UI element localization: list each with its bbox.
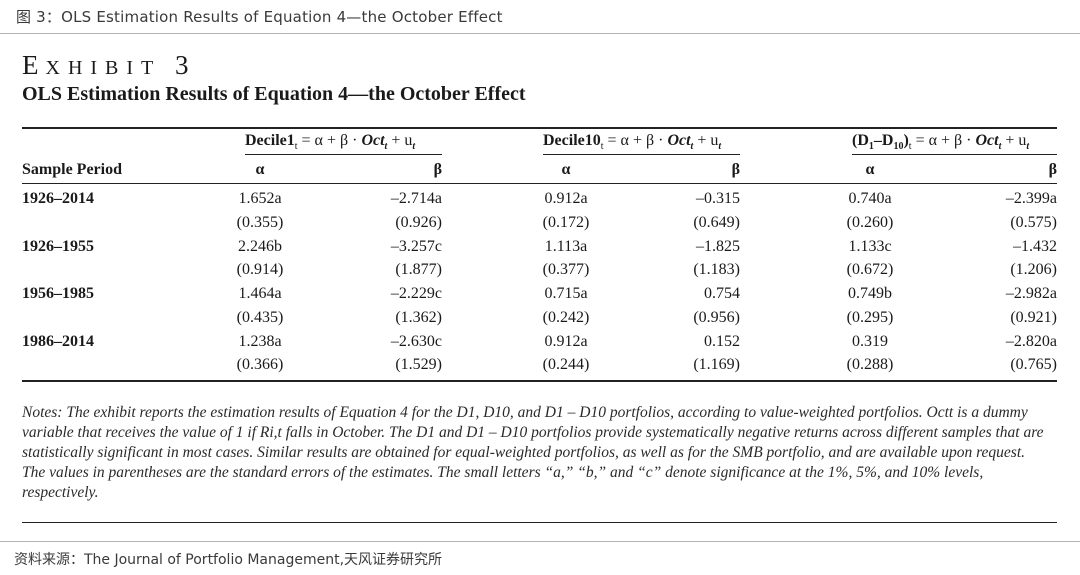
std-error-cell: (0.914) — [236, 261, 284, 278]
param-label: α — [561, 161, 571, 178]
std-error-cell: (0.575) — [1010, 213, 1057, 231]
estimate-cell: –2.630c — [390, 332, 442, 350]
std-error-cell: (0.244) — [542, 356, 590, 373]
param-label: α — [865, 161, 875, 178]
estimate-cell: –3.257c — [390, 237, 442, 255]
std-error-cell: (1.183) — [693, 261, 740, 278]
std-error-cell: (1.877) — [395, 261, 442, 278]
std-error-cell: (0.649) — [693, 213, 740, 231]
estimate-cell: 1.652a — [238, 190, 282, 207]
std-error-cell: (1.169) — [693, 356, 740, 373]
group-underline-spread — [852, 154, 1057, 155]
notes-text: Notes: The exhibit reports the estimatio… — [22, 404, 1044, 501]
group-header-tail: + u — [1001, 132, 1027, 149]
group-header-var: Oct — [975, 132, 999, 149]
group-header-lhs: (D — [852, 132, 869, 149]
exhibit-number: 3 — [175, 50, 196, 80]
source-line: 资料来源：The Journal of Portfolio Management… — [14, 552, 443, 568]
group-header-decile10: Decile10t = α + β · Octt + ut — [543, 132, 722, 153]
group-header-sub: 1 — [868, 141, 874, 153]
std-error-cell: (0.242) — [542, 308, 590, 326]
group-header-eq: = α + β · — [911, 132, 976, 149]
std-error-cell: (0.260) — [846, 213, 894, 231]
std-error-cell: (0.355) — [236, 213, 284, 231]
std-error-cell: (0.366) — [236, 356, 284, 373]
std-error-cell: (0.172) — [542, 213, 590, 231]
group-header-var: Oct — [361, 132, 385, 149]
estimate-cell: 0.152 — [704, 332, 740, 350]
table-top-rule — [22, 127, 1057, 129]
group-header-eq: = α + β · — [297, 132, 362, 149]
estimate-cell: 2.246b — [238, 237, 282, 255]
exhibit-label-first: E — [22, 50, 46, 80]
exhibit-label: EXHIBIT 3 — [22, 50, 196, 81]
estimate-cell: 0.754 — [704, 285, 740, 302]
notes-bottom-rule — [22, 522, 1057, 523]
estimate-cell: 0.912a — [544, 332, 588, 350]
std-error-cell: (1.206) — [1010, 261, 1057, 278]
std-error-cell: (0.377) — [542, 261, 590, 278]
sample-period-label: 1926–1955 — [22, 237, 94, 255]
group-header-end: ) — [903, 132, 909, 149]
std-error-cell: (0.921) — [1010, 308, 1057, 326]
source-divider — [0, 541, 1080, 542]
estimate-cell: 0.715a — [544, 285, 588, 302]
param-label: α — [255, 161, 265, 178]
std-error-cell: (0.926) — [395, 213, 442, 231]
table-bottom-rule — [22, 380, 1057, 382]
table-notes: Notes: The exhibit reports the estimatio… — [22, 403, 1052, 503]
sample-period-label: 1956–1985 — [22, 285, 94, 302]
std-error-cell: (0.435) — [236, 308, 284, 326]
param-label: β — [433, 161, 442, 178]
row-header-label: Sample Period — [22, 161, 122, 178]
param-label: β — [1048, 161, 1057, 178]
estimate-cell: 1.238a — [238, 332, 282, 350]
group-header-lhs: Decile10 — [543, 132, 601, 149]
group-header-lhs: Decile1 — [245, 132, 295, 149]
estimate-cell: 0.912a — [544, 190, 588, 207]
estimate-cell: –2.714a — [390, 190, 442, 207]
exhibit-title: OLS Estimation Results of Equation 4—the… — [22, 83, 526, 105]
estimate-cell: –1.825 — [696, 237, 740, 255]
group-header-sub: 10 — [893, 141, 904, 153]
param-label: β — [731, 161, 740, 178]
group-header-eq: = α + β · — [603, 132, 668, 149]
figure-caption: 图 3：OLS Estimation Results of Equation 4… — [16, 8, 503, 26]
caption-divider — [0, 33, 1080, 34]
estimate-cell: –1.432 — [1013, 237, 1057, 255]
std-error-cell: (1.362) — [395, 308, 442, 326]
std-error-cell: (0.672) — [846, 261, 894, 278]
estimate-cell: –2.229c — [390, 285, 442, 302]
group-header-spread: (D1–D10)t = α + β · Octt + ut — [852, 132, 1030, 153]
group-header-mid: –D — [873, 132, 894, 149]
group-underline-decile10 — [543, 154, 740, 155]
estimate-cell: 0.749b — [848, 285, 892, 302]
std-error-cell: (1.529) — [395, 356, 442, 373]
std-error-cell: (0.295) — [846, 308, 894, 326]
group-underline-decile1 — [245, 154, 442, 155]
estimate-cell: 0.319 — [852, 332, 888, 350]
group-header-decile1: Decile1t = α + β · Octt + ut — [245, 132, 416, 153]
sample-period-label: 1986–2014 — [22, 332, 94, 350]
estimate-cell: 1.113a — [544, 237, 588, 255]
std-error-cell: (0.765) — [1010, 356, 1057, 373]
estimate-cell: 0.740a — [848, 190, 892, 207]
std-error-cell: (0.288) — [846, 356, 894, 373]
std-error-cell: (0.956) — [693, 308, 740, 326]
group-header-tail: + u — [693, 132, 719, 149]
estimate-cell: –2.399a — [1005, 190, 1057, 207]
table-header-rule — [22, 183, 1057, 184]
group-header-var: Oct — [667, 132, 691, 149]
sample-period-label: 1926–2014 — [22, 190, 94, 207]
exhibit-label-rest: XHIBIT — [45, 57, 162, 79]
estimate-cell: –2.982a — [1005, 285, 1057, 302]
estimate-cell: –0.315 — [696, 190, 740, 207]
estimate-cell: 1.464a — [238, 285, 282, 302]
group-header-tail: + u — [387, 132, 413, 149]
estimate-cell: –2.820a — [1005, 332, 1057, 350]
estimate-cell: 1.133c — [848, 237, 892, 255]
